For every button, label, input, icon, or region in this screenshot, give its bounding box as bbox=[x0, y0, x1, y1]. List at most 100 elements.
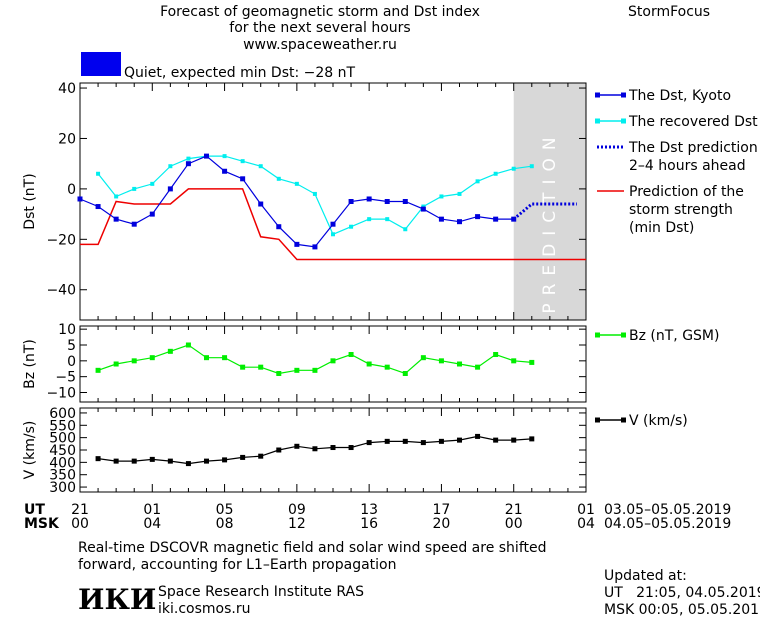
ut-tick-label: 09 bbox=[288, 502, 306, 518]
recovered-dst-point bbox=[294, 181, 299, 186]
bz-point bbox=[185, 342, 191, 348]
dst-kyoto-point bbox=[493, 216, 499, 222]
bz-point bbox=[420, 355, 426, 361]
bz-point bbox=[529, 359, 535, 365]
dst-panel-frame bbox=[79, 82, 587, 321]
solar-wind-speed-legend-marker bbox=[621, 417, 626, 423]
recovered-dst-legend-label: The recovered Dst bbox=[628, 114, 758, 130]
solar-wind-speed-point bbox=[276, 447, 282, 453]
bz-point bbox=[258, 364, 264, 370]
ut-tick-label: 17 bbox=[433, 502, 451, 518]
bz-ytick-label: −5 bbox=[55, 370, 76, 386]
bz-point bbox=[240, 364, 246, 370]
bz-point bbox=[222, 355, 228, 361]
bz-ytick-label: 10 bbox=[58, 322, 76, 338]
dst-prediction-line bbox=[512, 202, 577, 221]
recovered-dst-point bbox=[312, 191, 317, 196]
bz-point bbox=[312, 367, 318, 373]
recovered-dst-point bbox=[96, 171, 101, 176]
recovered-dst-point bbox=[276, 176, 281, 181]
v-ytick-label: 550 bbox=[49, 418, 76, 434]
dst-ytick-label: 20 bbox=[58, 131, 76, 147]
solar-wind-speed-point bbox=[366, 440, 372, 446]
bz-point bbox=[276, 371, 282, 376]
header-title-line-2: for the next several hours bbox=[229, 20, 411, 36]
institute-name: Space Research Institute RAS bbox=[158, 584, 364, 600]
msk-axis-label: MSK bbox=[24, 516, 59, 532]
bz-point bbox=[493, 352, 499, 357]
dst-kyoto-legend-marker bbox=[621, 92, 626, 98]
dst-kyoto-point bbox=[258, 201, 264, 207]
recovered-dst-point bbox=[367, 217, 372, 222]
ut-tick-label: 21 bbox=[71, 502, 89, 518]
v-ytick-label: 300 bbox=[49, 480, 76, 496]
msk-tick-label: 00 bbox=[505, 516, 523, 532]
bz-ytick-label: −10 bbox=[46, 386, 76, 402]
dst-kyoto-point bbox=[204, 153, 209, 159]
dst-prediction-legend-label: 2–4 hours ahead bbox=[629, 158, 746, 174]
bz-point bbox=[384, 364, 390, 370]
iki-logo: ИКИ bbox=[78, 583, 157, 616]
dst-kyoto-point bbox=[131, 221, 137, 227]
institute-link[interactable]: iki.cosmos.ru bbox=[158, 601, 251, 617]
header-website: www.spaceweather.ru bbox=[243, 37, 397, 53]
dst-ytick-label: 0 bbox=[67, 182, 76, 198]
recovered-dst-point bbox=[150, 181, 155, 186]
solar-wind-speed-point bbox=[294, 443, 300, 449]
solar-wind-speed-point bbox=[475, 433, 481, 439]
storm-strength-legend-label: (min Dst) bbox=[629, 220, 694, 236]
ut-tick-label: 05 bbox=[216, 502, 234, 518]
msk-tick-label: 08 bbox=[216, 516, 234, 532]
bz-point bbox=[149, 355, 155, 361]
solar-wind-speed-point bbox=[185, 461, 191, 467]
dst-kyoto-point bbox=[402, 199, 408, 204]
dst-kyoto-point bbox=[294, 241, 300, 247]
msk-tick-label: 16 bbox=[360, 516, 378, 532]
bz-point bbox=[330, 358, 336, 364]
dst-prediction-legend-label: The Dst prediction bbox=[628, 140, 758, 156]
dst-kyoto-point bbox=[511, 216, 517, 222]
dst-kyoto-point bbox=[95, 204, 101, 210]
dst-ytick-label: −20 bbox=[46, 232, 76, 248]
ut-tick-label: 13 bbox=[360, 502, 378, 518]
storm-strength-line bbox=[80, 188, 586, 261]
v-ytick-label: 350 bbox=[49, 468, 76, 484]
recovered-dst-point bbox=[421, 204, 426, 209]
footer-note-line-1: Real-time DSCOVR magnetic field and sola… bbox=[78, 540, 547, 556]
msk-tick-label: 12 bbox=[288, 516, 306, 532]
bz-legend-label: Bz (nT, GSM) bbox=[629, 328, 719, 344]
dst-kyoto-point bbox=[366, 196, 372, 202]
solar-wind-speed-point bbox=[149, 456, 155, 462]
bz-point bbox=[402, 371, 408, 376]
dst-kyoto-point bbox=[149, 211, 155, 217]
bz-point bbox=[113, 361, 119, 367]
storm-strength-legend-label: storm strength bbox=[629, 202, 733, 218]
v-ytick-label: 450 bbox=[49, 443, 76, 459]
bz-point bbox=[457, 361, 462, 367]
dst-kyoto-point bbox=[420, 206, 426, 212]
dst-kyoto-point bbox=[438, 216, 444, 222]
dst-ytick-label: −40 bbox=[46, 283, 76, 299]
solar-wind-speed-point bbox=[348, 445, 354, 451]
dst-kyoto-legend-marker bbox=[595, 92, 600, 98]
msk-date-range: 04.05–05.05.2019 bbox=[604, 516, 732, 532]
bz-point bbox=[131, 358, 137, 364]
recovered-dst-point bbox=[475, 179, 480, 184]
bz-legend-marker bbox=[621, 332, 626, 338]
header-title-line-1: Forecast of geomagnetic storm and Dst in… bbox=[160, 4, 480, 20]
solar-wind-speed-point bbox=[511, 437, 517, 443]
solar-wind-speed-point bbox=[493, 437, 499, 443]
recovered-dst-point bbox=[493, 171, 498, 176]
bz-ytick-label: 0 bbox=[67, 354, 76, 370]
solar-wind-speed-legend-marker bbox=[595, 417, 600, 423]
dst-kyoto-point bbox=[475, 214, 481, 220]
solar-wind-speed-point bbox=[529, 436, 535, 442]
v-ylabel: V (km/s) bbox=[22, 421, 38, 480]
solar-wind-speed-point bbox=[384, 438, 390, 444]
bz-ytick-label: 5 bbox=[67, 338, 76, 354]
status-swatch bbox=[81, 52, 121, 76]
ut-axis-label: UT bbox=[24, 502, 45, 518]
bz-point bbox=[294, 367, 300, 373]
dst-kyoto-point bbox=[77, 196, 83, 202]
footer-note-line-2: forward, accounting for L1–Earth propaga… bbox=[78, 557, 397, 573]
